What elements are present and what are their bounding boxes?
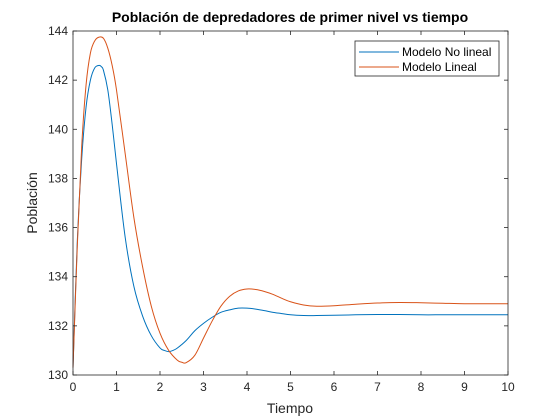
x-tick-label: 0	[70, 380, 77, 394]
x-axis-label: Tiempo	[267, 400, 313, 416]
y-tick-label: 140	[48, 122, 68, 136]
legend-entry-series-2: Modelo Lineal	[402, 60, 477, 74]
x-tick-label: 3	[200, 380, 207, 394]
plot-area	[73, 31, 508, 375]
x-tick-label: 2	[157, 380, 164, 394]
y-axis-label: Población	[24, 172, 40, 234]
series-line-1	[72, 64, 508, 368]
x-tick-label: 7	[374, 380, 381, 394]
x-tick-label: 10	[501, 380, 515, 394]
x-tick-label: 6	[331, 380, 338, 394]
legend-box	[354, 40, 500, 77]
x-tick-label: 4	[244, 380, 251, 394]
x-tick-label: 1	[113, 380, 120, 394]
legend-entry-series-1: Modelo No lineal	[402, 45, 491, 59]
legend: Modelo No lineal Modelo Lineal	[354, 40, 500, 77]
series-line-2	[72, 36, 508, 368]
y-tick-label: 138	[48, 171, 68, 185]
x-tick-label: 8	[418, 380, 425, 394]
series-layer	[72, 36, 508, 368]
y-tick-label: 134	[48, 270, 68, 284]
y-tick-label: 132	[48, 319, 68, 333]
y-tick-label: 144	[48, 24, 68, 38]
y-tick-label: 136	[48, 221, 68, 235]
tick-layer: 0 1 2 3 4 5 6 7 8 9 10 130 132 134 136 138 140 142 144	[48, 24, 515, 394]
y-tick-label: 130	[48, 368, 68, 382]
y-tick-label: 142	[48, 73, 68, 87]
x-tick-label: 5	[287, 380, 294, 394]
chart-title: Población de depredadores de primer nive…	[112, 9, 468, 25]
x-tick-label: 9	[461, 380, 468, 394]
